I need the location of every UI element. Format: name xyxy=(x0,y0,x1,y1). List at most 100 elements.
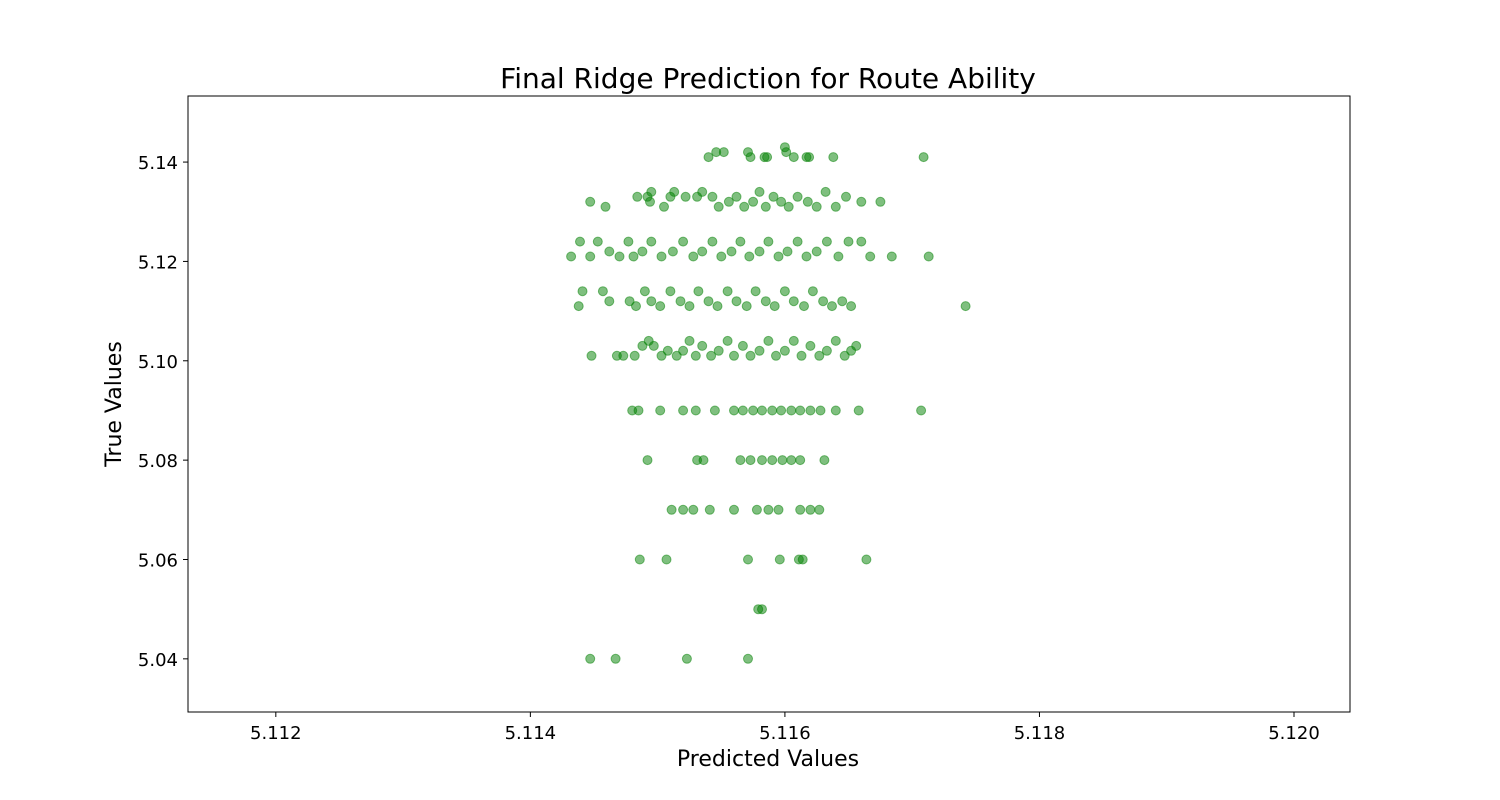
data-point xyxy=(655,301,666,312)
data-point xyxy=(586,350,597,361)
data-point xyxy=(713,345,724,356)
data-point xyxy=(688,251,699,262)
data-point xyxy=(820,186,831,197)
data-point xyxy=(681,653,692,664)
data-point xyxy=(757,604,767,615)
data-point xyxy=(750,286,761,297)
data-point xyxy=(763,335,774,346)
data-point xyxy=(604,246,615,257)
data-point xyxy=(827,301,837,312)
data-point xyxy=(729,504,739,515)
data-points xyxy=(566,142,971,664)
data-point xyxy=(760,296,771,307)
data-point xyxy=(669,186,680,197)
data-point xyxy=(861,554,872,565)
data-point xyxy=(799,301,809,312)
data-point xyxy=(792,191,803,202)
data-point xyxy=(801,152,812,163)
data-point xyxy=(795,455,806,466)
data-point xyxy=(735,236,746,247)
data-point xyxy=(678,236,689,247)
data-point xyxy=(777,455,788,466)
data-point xyxy=(807,286,818,297)
data-point xyxy=(575,236,585,247)
data-point xyxy=(646,236,657,247)
data-point xyxy=(648,340,659,351)
data-point xyxy=(646,186,657,197)
data-point xyxy=(735,455,746,466)
data-point xyxy=(776,196,787,207)
data-point xyxy=(773,251,784,262)
y-tick-label: 5.10 xyxy=(138,352,178,373)
data-point xyxy=(819,455,830,466)
data-point xyxy=(805,504,816,515)
data-point xyxy=(573,301,584,312)
x-axis-label: Predicted Values xyxy=(677,747,859,772)
data-point xyxy=(585,251,596,262)
data-point xyxy=(779,286,790,297)
data-point xyxy=(729,405,739,416)
y-axis-label: True Values xyxy=(102,341,127,468)
data-point xyxy=(737,405,748,416)
y-tick-label: 5.08 xyxy=(138,451,178,472)
y-tick-label: 5.04 xyxy=(138,650,178,671)
data-point xyxy=(763,504,774,515)
data-point xyxy=(718,147,729,158)
data-point xyxy=(830,335,841,346)
data-point xyxy=(754,345,765,356)
data-point xyxy=(918,152,929,163)
data-point xyxy=(610,653,621,664)
data-point xyxy=(678,345,689,356)
data-point xyxy=(707,236,718,247)
x-tick-label: 5.112 xyxy=(250,723,302,744)
data-point xyxy=(744,251,755,262)
data-point xyxy=(665,286,676,297)
data-point xyxy=(675,296,686,307)
data-point xyxy=(723,196,734,207)
x-axis: 5.112 5.114 5.116 5.118 5.120 xyxy=(250,712,1320,744)
x-tick-label: 5.114 xyxy=(505,723,557,744)
data-point xyxy=(779,142,790,153)
data-point xyxy=(763,236,774,247)
data-point xyxy=(795,504,806,515)
data-point xyxy=(690,405,701,416)
data-point xyxy=(837,296,848,307)
data-point xyxy=(604,296,615,307)
data-point xyxy=(815,405,826,416)
data-point xyxy=(585,196,596,207)
data-point xyxy=(656,251,667,262)
data-point xyxy=(760,201,771,212)
data-point xyxy=(655,405,666,416)
data-point xyxy=(846,301,857,312)
data-point xyxy=(841,191,851,202)
data-point xyxy=(833,251,844,262)
data-point xyxy=(642,455,653,466)
data-point xyxy=(856,236,867,247)
data-point xyxy=(830,201,841,212)
data-point xyxy=(722,335,733,346)
data-point xyxy=(818,296,829,307)
x-tick-label: 5.118 xyxy=(1014,723,1066,744)
data-point xyxy=(739,201,750,212)
data-point xyxy=(828,152,839,163)
data-point xyxy=(597,286,608,297)
data-point xyxy=(788,152,799,163)
data-point xyxy=(745,455,756,466)
data-point xyxy=(774,554,785,565)
data-point xyxy=(796,350,807,361)
x-tick-label: 5.116 xyxy=(759,723,811,744)
data-point xyxy=(566,251,577,262)
data-point xyxy=(811,201,822,212)
data-point xyxy=(916,405,927,416)
data-point xyxy=(783,201,794,212)
data-point xyxy=(645,196,655,207)
chart-title: Final Ridge Prediction for Route Ability xyxy=(500,62,1036,95)
data-point xyxy=(745,350,756,361)
data-point xyxy=(776,405,787,416)
data-point xyxy=(743,554,753,565)
y-axis: 5.04 5.06 5.08 5.10 5.12 5.14 xyxy=(138,153,188,671)
data-point xyxy=(709,405,720,416)
data-point xyxy=(684,335,695,346)
data-point xyxy=(830,405,841,416)
data-point xyxy=(688,504,699,515)
